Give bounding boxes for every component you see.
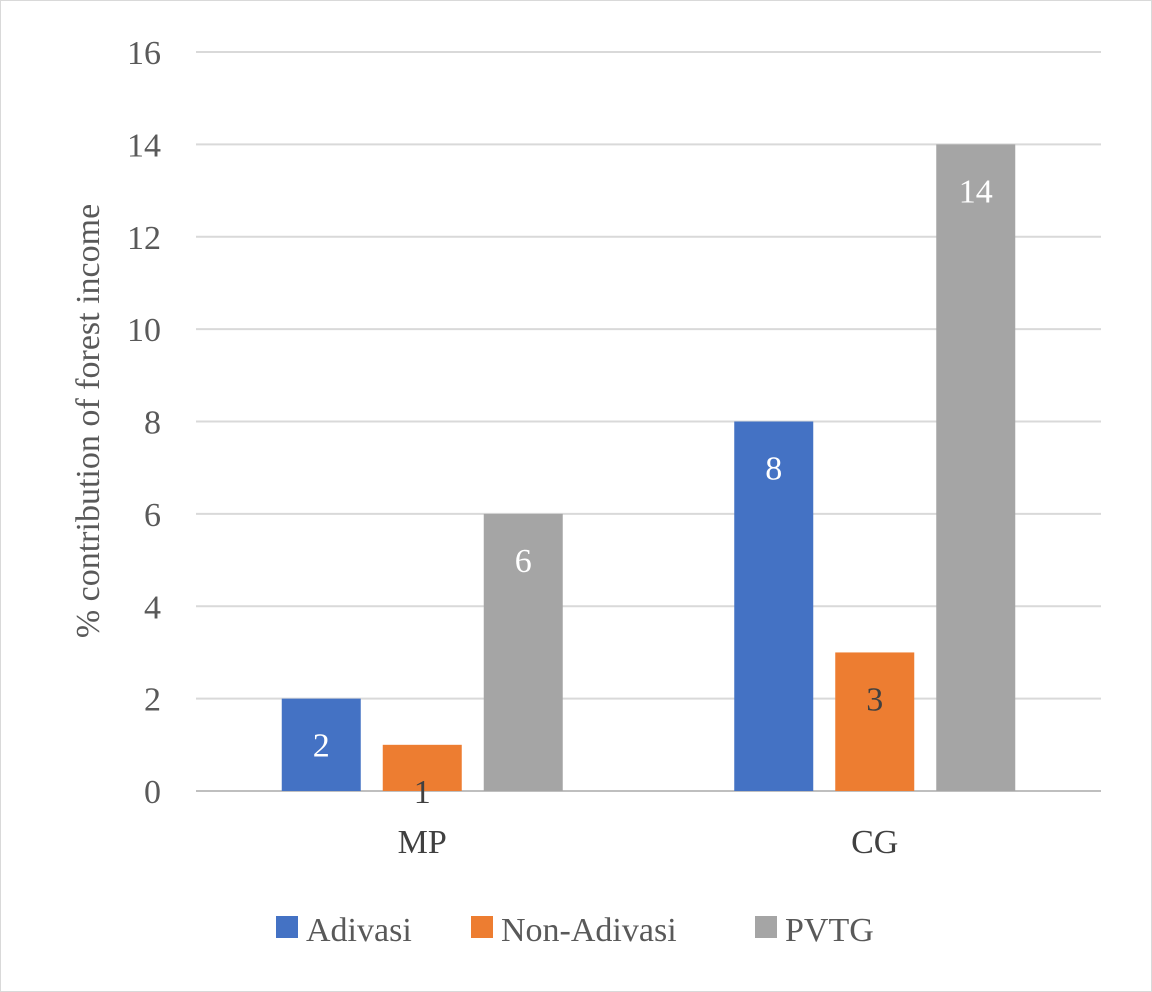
bars	[281, 144, 1016, 791]
bar-adivasi-mp	[281, 698, 361, 791]
y-tick-label: 12	[127, 220, 161, 257]
data-label: 8	[765, 451, 782, 488]
legend: Adivasi Non-Adivasi PVTG	[276, 912, 874, 949]
legend-label: PVTG	[785, 912, 874, 949]
legend-label: Adivasi	[306, 912, 412, 949]
y-axis-ticks: 0 2 4 6 8 10 12 14 16	[127, 35, 161, 811]
bar-pvtg-cg	[936, 144, 1016, 791]
bar-non-adivasi-cg	[835, 652, 915, 791]
data-label: 1	[414, 774, 431, 811]
y-tick-label: 14	[127, 127, 161, 164]
bar-adivasi-cg	[734, 421, 814, 791]
legend-label: Non-Adivasi	[501, 912, 677, 949]
y-axis-title: % contribution of forest income	[70, 204, 107, 638]
x-category-label: MP	[398, 824, 447, 861]
y-tick-label: 10	[127, 312, 161, 349]
data-labels: 2 1 6 8 3 14	[313, 173, 993, 810]
bar-non-adivasi-mp	[382, 744, 462, 791]
y-tick-label: 6	[144, 497, 161, 534]
y-tick-label: 16	[127, 35, 161, 72]
y-tick-label: 4	[144, 589, 161, 626]
data-label: 14	[959, 173, 993, 210]
data-label: 6	[515, 543, 532, 580]
data-label: 2	[313, 728, 330, 765]
legend-swatch	[471, 916, 493, 938]
y-tick-label: 8	[144, 405, 161, 442]
bar-pvtg-mp	[483, 513, 563, 791]
data-label: 3	[866, 681, 883, 718]
y-tick-label: 0	[144, 774, 161, 811]
legend-swatch	[276, 916, 298, 938]
legend-swatch	[755, 916, 777, 938]
x-category-label: CG	[851, 824, 898, 861]
x-axis-categories: MP CG	[398, 824, 899, 861]
y-tick-label: 2	[144, 682, 161, 719]
